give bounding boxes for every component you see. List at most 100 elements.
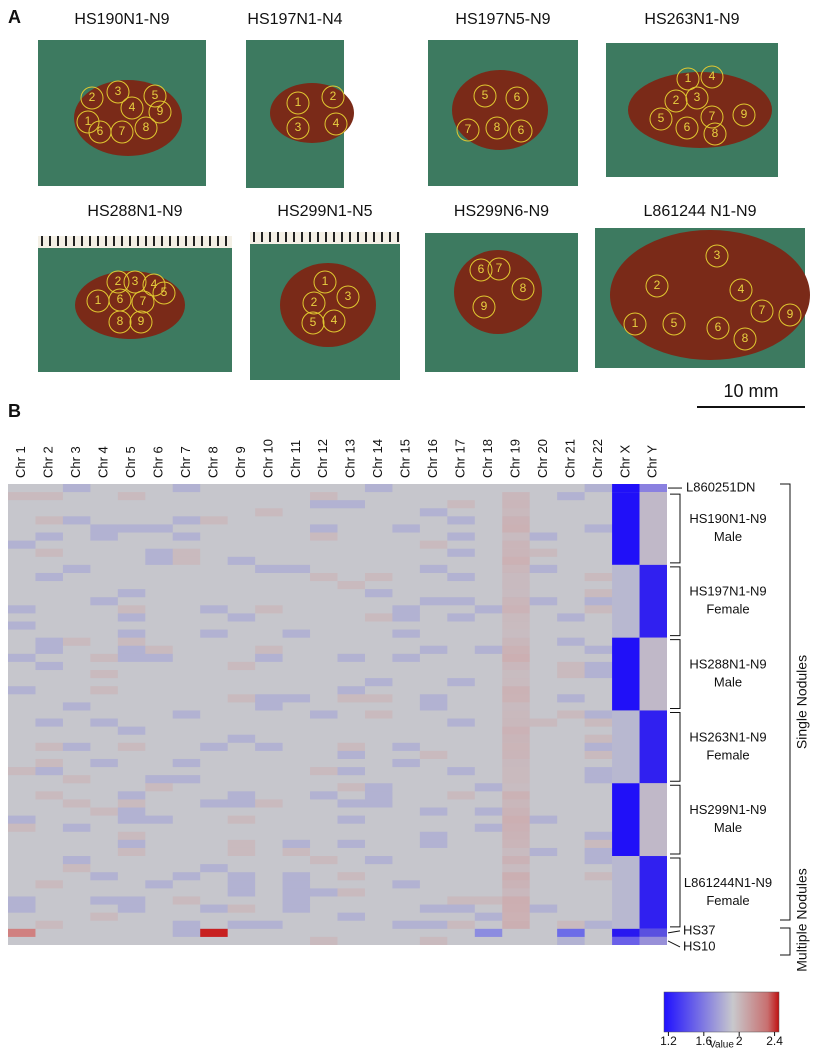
heatmap-cell bbox=[227, 872, 256, 881]
heatmap-cell bbox=[364, 678, 393, 687]
heatmap-cell bbox=[474, 807, 503, 816]
heatmap-cell bbox=[584, 767, 613, 776]
heatmap-cell bbox=[612, 564, 640, 638]
group-sex: Male bbox=[714, 529, 742, 544]
heatmap-cell bbox=[502, 686, 530, 695]
heatmap-cell bbox=[529, 532, 558, 541]
nodule-label: 8 bbox=[117, 314, 124, 328]
heatmap-cell bbox=[337, 872, 365, 881]
nodule-outline bbox=[623, 312, 647, 336]
heatmap-cell bbox=[502, 492, 530, 501]
nodule-outline bbox=[729, 278, 753, 302]
heatmap-cell bbox=[639, 928, 667, 937]
heatmap-cell bbox=[584, 856, 613, 865]
heatmap-cell bbox=[447, 896, 475, 905]
nodule-label: 7 bbox=[465, 122, 472, 136]
column-label: Chr 20 bbox=[535, 439, 550, 478]
column-label: Chr 7 bbox=[178, 446, 193, 478]
column-label: Chr Y bbox=[645, 445, 660, 478]
heatmap-cell bbox=[502, 710, 530, 719]
heatmap-cell bbox=[529, 718, 558, 727]
heatmap-cell bbox=[502, 621, 530, 630]
heatmap-cell bbox=[282, 888, 311, 897]
heatmap-cell bbox=[639, 492, 667, 565]
heatmap-cell bbox=[447, 920, 475, 929]
heatmap-cell bbox=[200, 605, 228, 614]
heatmap-cell bbox=[419, 936, 448, 945]
heatmap-cell bbox=[612, 710, 640, 784]
heatmap-cell bbox=[584, 589, 613, 598]
nodule-label: 7 bbox=[119, 124, 126, 138]
nodule-outline bbox=[645, 274, 669, 298]
heatmap-cell bbox=[310, 888, 338, 897]
nodule-label: 4 bbox=[709, 69, 716, 83]
nodule-label: 3 bbox=[714, 248, 721, 262]
nodule-outline bbox=[700, 105, 724, 129]
heatmap-cell bbox=[502, 920, 530, 929]
nodule-label: 3 bbox=[115, 84, 122, 98]
heatmap-cell bbox=[227, 694, 256, 703]
column-label: Chr 11 bbox=[288, 440, 303, 478]
nodule-label: 3 bbox=[295, 120, 302, 134]
nodule-outline bbox=[120, 96, 144, 120]
heatmap-cell bbox=[117, 726, 146, 735]
heatmap-cell bbox=[337, 694, 365, 703]
heatmap-cell bbox=[392, 920, 420, 929]
heatmap-cell bbox=[35, 661, 63, 671]
heatmap-cell bbox=[62, 564, 91, 573]
nodule-label: 1 bbox=[685, 71, 692, 85]
heatmap-cell bbox=[502, 572, 530, 582]
nodule-outline bbox=[142, 273, 166, 297]
heatmap-cell bbox=[227, 880, 256, 889]
heatmap-cell bbox=[35, 532, 63, 541]
column-label: Chr 9 bbox=[233, 446, 248, 478]
heatmap-cell bbox=[172, 920, 201, 929]
column-label: Chr 3 bbox=[68, 446, 83, 478]
heatmap-cell bbox=[502, 904, 530, 913]
heatmap-cell bbox=[145, 653, 173, 662]
heatmap-cell bbox=[117, 492, 146, 501]
heatmap-cell bbox=[117, 742, 146, 751]
scale-bar-label: 10 mm bbox=[723, 381, 778, 401]
heatmap-cell bbox=[227, 920, 256, 929]
heatmap-cell bbox=[419, 904, 448, 913]
heatmap-cell bbox=[584, 920, 613, 929]
ruler bbox=[38, 236, 232, 248]
group-bracket bbox=[670, 784, 681, 855]
heatmap-cell bbox=[584, 605, 613, 614]
heatmap-cell bbox=[62, 516, 91, 525]
heatmap-cell bbox=[255, 653, 283, 662]
heatmap-cell bbox=[502, 839, 530, 848]
nodule-label: 8 bbox=[494, 120, 501, 134]
column-label: Chr 5 bbox=[123, 446, 138, 478]
heatmap-cell bbox=[310, 572, 338, 582]
nodule-label: 2 bbox=[89, 90, 96, 104]
heatmap-cell bbox=[117, 896, 146, 905]
heatmap-cell bbox=[310, 856, 338, 865]
nodule-label: 2 bbox=[115, 274, 122, 288]
nodule-outline bbox=[676, 67, 700, 91]
photo-title: HS190N1-N9 bbox=[74, 11, 169, 28]
tissue bbox=[610, 230, 810, 360]
heatmap-cell bbox=[419, 702, 448, 711]
heatmap-cell bbox=[145, 783, 173, 792]
heatmap-cell bbox=[392, 653, 420, 662]
heatmap-cell bbox=[255, 508, 283, 517]
nodule-label: 8 bbox=[712, 126, 719, 140]
label-tick bbox=[667, 930, 681, 934]
heatmap-cell bbox=[62, 799, 91, 808]
nodule-outline bbox=[134, 116, 158, 140]
heatmap-cell bbox=[447, 791, 475, 800]
heatmap-cell bbox=[310, 767, 338, 776]
heatmap-cell bbox=[90, 653, 118, 662]
heatmap-cell bbox=[62, 856, 91, 865]
nodule-label: 4 bbox=[129, 100, 136, 114]
heatmap-cell bbox=[419, 920, 448, 929]
heatmap-cell bbox=[557, 710, 585, 719]
group-name: HS197N1-N9 bbox=[689, 584, 766, 599]
nodule-outline bbox=[664, 89, 688, 113]
heatmap-cell bbox=[310, 710, 338, 719]
heatmap-cell bbox=[35, 758, 63, 768]
heatmap-cell bbox=[90, 524, 118, 533]
heatmap-cell bbox=[200, 799, 228, 808]
